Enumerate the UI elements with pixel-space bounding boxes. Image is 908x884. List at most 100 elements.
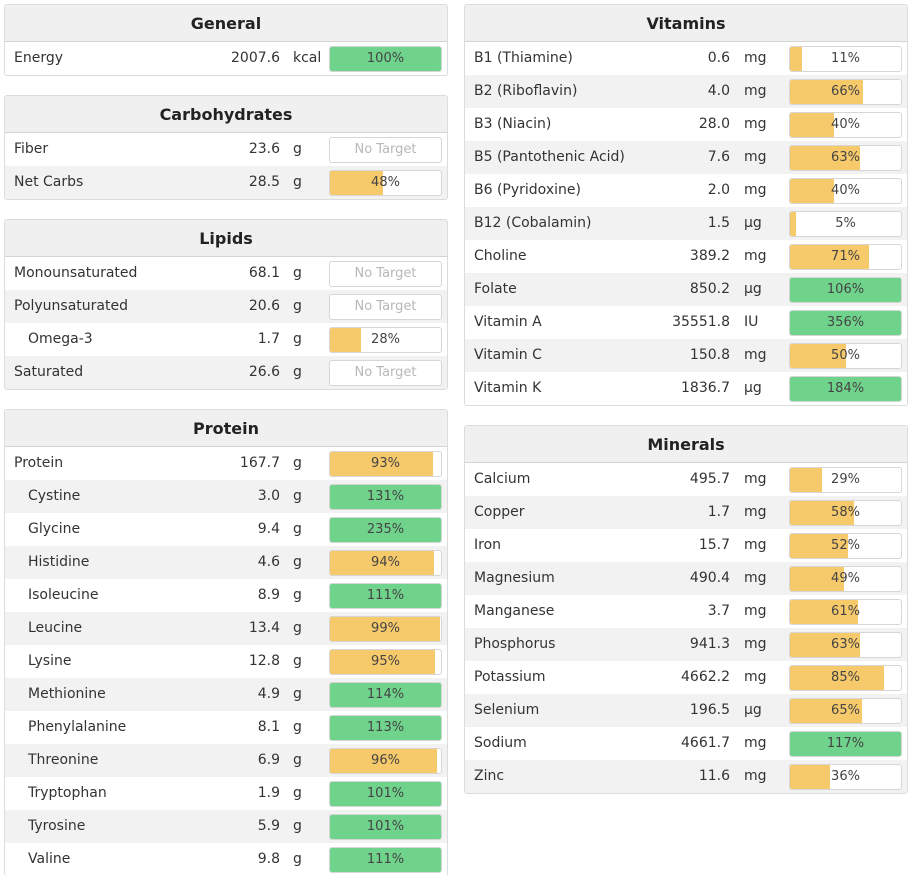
nutrient-unit: µg bbox=[744, 702, 762, 718]
progress-fill bbox=[790, 311, 901, 335]
target-progress-bar: 36% bbox=[789, 764, 902, 790]
nutrient-unit: g bbox=[293, 719, 302, 735]
nutrient-row[interactable]: Leucine 13.4 g 99% bbox=[5, 612, 447, 645]
target-percent: 28% bbox=[371, 332, 400, 347]
target-percent: 85% bbox=[831, 670, 860, 685]
nutrient-unit: mg bbox=[744, 182, 767, 198]
nutrient-row[interactable]: Isoleucine 8.9 g 111% bbox=[5, 579, 447, 612]
progress-fill bbox=[790, 468, 823, 492]
nutrient-row[interactable]: Net Carbs 28.5 g 48% bbox=[5, 166, 447, 199]
carbohydrates-panel: Carbohydrates Fiber 23.6 g No Target Net Car… bbox=[4, 95, 448, 200]
nutrient-row[interactable]: Threonine 6.9 g 96% bbox=[5, 744, 447, 777]
nutrient-unit: kcal bbox=[293, 50, 322, 66]
nutrient-row[interactable]: Magnesium 490.4 mg 49% bbox=[465, 562, 907, 595]
nutrient-row[interactable]: Choline 389.2 mg 71% bbox=[465, 240, 907, 273]
nutrient-name: Vitamin K bbox=[474, 380, 542, 396]
nutrient-row[interactable]: Vitamin K 1836.7 µg 184% bbox=[465, 372, 907, 405]
nutrient-unit: g bbox=[293, 587, 302, 603]
nutrient-row[interactable]: B3 (Niacin) 28.0 mg 40% bbox=[465, 108, 907, 141]
nutrient-row[interactable]: Manganese 3.7 mg 61% bbox=[465, 595, 907, 628]
nutrient-row[interactable]: Vitamin A 35551.8 IU 356% bbox=[465, 306, 907, 339]
nutrient-row[interactable]: Potassium 4662.2 mg 85% bbox=[465, 661, 907, 694]
target-percent: 63% bbox=[831, 637, 860, 652]
nutrient-unit: mg bbox=[744, 83, 767, 99]
progress-fill bbox=[790, 666, 885, 690]
nutrient-amount: 1.9 bbox=[257, 785, 280, 801]
nutrient-row[interactable]: Folate 850.2 µg 106% bbox=[465, 273, 907, 306]
nutrient-amount: 850.2 bbox=[689, 281, 730, 297]
nutrient-row[interactable]: Selenium 196.5 µg 65% bbox=[465, 694, 907, 727]
target-progress-bar: 29% bbox=[789, 467, 902, 493]
nutrient-row[interactable]: Fiber 23.6 g No Target bbox=[5, 133, 447, 166]
target-progress-bar: No Target bbox=[329, 261, 442, 287]
target-percent: 93% bbox=[371, 456, 400, 471]
target-progress-bar: 5% bbox=[789, 211, 902, 237]
progress-fill bbox=[330, 650, 436, 674]
nutrient-unit: g bbox=[293, 364, 302, 380]
panel-rows: Fiber 23.6 g No Target Net Carbs 28.5 g 48% bbox=[5, 133, 447, 199]
nutrient-row[interactable]: Methionine 4.9 g 114% bbox=[5, 678, 447, 711]
nutrient-row[interactable]: Zinc 11.6 mg 36% bbox=[465, 760, 907, 793]
nutrient-row[interactable]: Omega-3 1.7 g 28% bbox=[5, 323, 447, 356]
nutrient-row[interactable]: Monounsaturated 68.1 g No Target bbox=[5, 257, 447, 290]
target-percent: 11% bbox=[831, 51, 860, 66]
nutrient-amount: 4661.7 bbox=[681, 735, 730, 751]
nutrient-row[interactable]: B12 (Cobalamin) 1.5 µg 5% bbox=[465, 207, 907, 240]
target-percent: 61% bbox=[831, 604, 860, 619]
nutrient-row[interactable]: Tryptophan 1.9 g 101% bbox=[5, 777, 447, 810]
target-percent: 52% bbox=[831, 538, 860, 553]
nutrient-row[interactable]: Glycine 9.4 g 235% bbox=[5, 513, 447, 546]
target-progress-bar: 71% bbox=[789, 244, 902, 270]
target-percent: 50% bbox=[831, 348, 860, 363]
nutrient-name: Saturated bbox=[14, 364, 84, 380]
target-percent: 65% bbox=[831, 703, 860, 718]
nutrient-unit: g bbox=[293, 174, 302, 190]
nutrient-row[interactable]: B5 (Pantothenic Acid) 7.6 mg 63% bbox=[465, 141, 907, 174]
nutrient-row[interactable]: Saturated 26.6 g No Target bbox=[5, 356, 447, 389]
progress-fill bbox=[330, 584, 441, 608]
nutrient-name: Fiber bbox=[14, 141, 49, 157]
nutrient-amount: 28.5 bbox=[248, 174, 280, 190]
progress-fill bbox=[790, 278, 901, 302]
nutrient-row[interactable]: Protein 167.7 g 93% bbox=[5, 447, 447, 480]
nutrient-row[interactable]: Vitamin C 150.8 mg 50% bbox=[465, 339, 907, 372]
nutrient-unit: g bbox=[293, 331, 302, 347]
progress-fill bbox=[330, 716, 441, 740]
nutrient-row[interactable]: Lysine 12.8 g 95% bbox=[5, 645, 447, 678]
nutrient-row[interactable]: Phenylalanine 8.1 g 113% bbox=[5, 711, 447, 744]
nutrient-name: Zinc bbox=[474, 768, 505, 784]
nutrient-name: B2 (Riboflavin) bbox=[474, 83, 578, 99]
panel-title: General bbox=[5, 5, 447, 42]
nutrient-row[interactable]: Cystine 3.0 g 131% bbox=[5, 480, 447, 513]
nutrient-row[interactable]: Histidine 4.6 g 94% bbox=[5, 546, 447, 579]
general-panel: General Energy 2007.6 kcal 100% bbox=[4, 4, 448, 76]
nutrient-row[interactable]: B2 (Riboflavin) 4.0 mg 66% bbox=[465, 75, 907, 108]
nutrient-row[interactable]: Calcium 495.7 mg 29% bbox=[465, 463, 907, 496]
nutrient-unit: mg bbox=[744, 471, 767, 487]
nutrient-row[interactable]: B6 (Pyridoxine) 2.0 mg 40% bbox=[465, 174, 907, 207]
nutrient-name: Calcium bbox=[474, 471, 531, 487]
progress-fill bbox=[330, 782, 441, 806]
nutrient-amount: 8.9 bbox=[257, 587, 280, 603]
progress-fill bbox=[790, 567, 845, 591]
nutrient-unit: g bbox=[293, 785, 302, 801]
nutrient-row[interactable]: Energy 2007.6 kcal 100% bbox=[5, 42, 447, 75]
nutrient-unit: mg bbox=[744, 116, 767, 132]
nutrient-row[interactable]: B1 (Thiamine) 0.6 mg 11% bbox=[465, 42, 907, 75]
nutrient-row[interactable]: Phosphorus 941.3 mg 63% bbox=[465, 628, 907, 661]
nutrient-row[interactable]: Copper 1.7 mg 58% bbox=[465, 496, 907, 529]
panel-title: Protein bbox=[5, 410, 447, 447]
nutrient-amount: 23.6 bbox=[248, 141, 280, 157]
panel-title: Carbohydrates bbox=[5, 96, 447, 133]
nutrient-row[interactable]: Iron 15.7 mg 52% bbox=[465, 529, 907, 562]
nutrient-row[interactable]: Sodium 4661.7 mg 117% bbox=[465, 727, 907, 760]
nutrient-name: Leucine bbox=[28, 620, 83, 636]
target-percent: 63% bbox=[831, 150, 860, 165]
nutrient-row[interactable]: Polyunsaturated 20.6 g No Target bbox=[5, 290, 447, 323]
progress-fill bbox=[330, 518, 441, 542]
target-progress-bar: No Target bbox=[329, 137, 442, 163]
target-percent: 101% bbox=[366, 786, 405, 801]
nutrient-row[interactable]: Valine 9.8 g 111% bbox=[5, 843, 447, 876]
nutrient-amount: 1.5 bbox=[707, 215, 730, 231]
nutrient-row[interactable]: Tyrosine 5.9 g 101% bbox=[5, 810, 447, 843]
